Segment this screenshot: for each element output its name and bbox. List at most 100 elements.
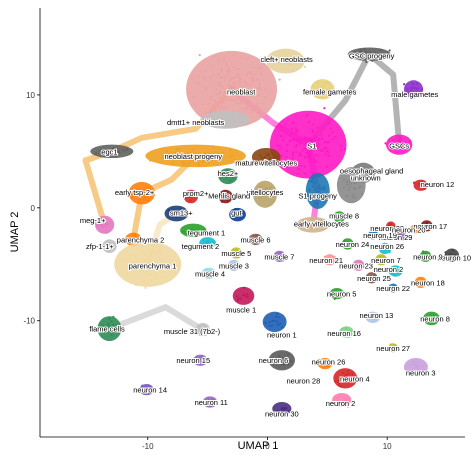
cell-point bbox=[239, 81, 242, 84]
cluster-neuron-24 bbox=[341, 238, 354, 250]
cell-point bbox=[298, 154, 301, 157]
cell-point bbox=[260, 72, 263, 75]
cell-point bbox=[366, 317, 369, 320]
cell-point bbox=[136, 270, 139, 273]
cell-point bbox=[200, 243, 203, 246]
cell-point bbox=[207, 161, 210, 164]
cell-point bbox=[327, 154, 330, 158]
axis-layer: -10 0 10 -10 0 10 bbox=[23, 8, 465, 451]
cell-point bbox=[268, 159, 271, 162]
label-prom2: prom2+ bbox=[183, 189, 209, 198]
cell-point bbox=[344, 172, 347, 175]
cell-point bbox=[240, 56, 243, 59]
cell-point bbox=[224, 106, 227, 109]
cell-point bbox=[423, 279, 426, 283]
cell-point bbox=[126, 250, 129, 253]
cell-point bbox=[309, 219, 312, 222]
cell-point bbox=[299, 140, 303, 143]
label-muscle-7: muscle 7 bbox=[264, 252, 294, 261]
cell-point bbox=[182, 162, 185, 165]
cell-point bbox=[299, 142, 302, 145]
cell-point bbox=[257, 94, 260, 97]
cell-point bbox=[283, 56, 286, 59]
cell-point bbox=[337, 402, 340, 405]
cell-point bbox=[146, 262, 149, 265]
cell-point bbox=[201, 333, 204, 336]
cell-point bbox=[129, 268, 132, 271]
cell-point bbox=[211, 241, 215, 244]
cell-point bbox=[193, 230, 196, 233]
label-muscle-4: muscle 4 bbox=[195, 269, 225, 278]
cell-point bbox=[98, 221, 101, 224]
cell-point bbox=[249, 112, 252, 115]
cell-point bbox=[317, 186, 320, 189]
cell-point bbox=[238, 78, 241, 81]
cell-point bbox=[202, 239, 205, 242]
cell-point bbox=[370, 316, 373, 319]
cluster-neuron-4 bbox=[333, 368, 358, 389]
cell-point bbox=[329, 127, 332, 130]
cell-point bbox=[95, 224, 99, 227]
cell-point bbox=[264, 322, 267, 325]
cell-point bbox=[147, 199, 150, 202]
label-neuron-22: neuron 22 bbox=[376, 284, 410, 293]
cell-point bbox=[148, 258, 151, 261]
cell-point bbox=[102, 327, 106, 330]
cell-point bbox=[238, 254, 241, 257]
cell-point bbox=[140, 270, 143, 273]
cluster-neuron-27 bbox=[388, 343, 398, 353]
cell-point bbox=[200, 355, 203, 358]
cell-point bbox=[232, 267, 235, 270]
cell-point bbox=[424, 252, 428, 255]
cluster-core bbox=[97, 316, 122, 342]
cell-point bbox=[312, 221, 315, 224]
cell-point bbox=[145, 388, 148, 392]
cell-point bbox=[271, 319, 274, 322]
cell-point bbox=[327, 151, 330, 154]
cell-point bbox=[232, 214, 235, 218]
cell-point bbox=[311, 91, 314, 94]
cell-point bbox=[184, 196, 187, 199]
cell-point bbox=[318, 219, 321, 222]
cell-point bbox=[149, 159, 152, 162]
label-neuron-17: neuron 17 bbox=[413, 222, 447, 231]
cell-point bbox=[125, 273, 128, 276]
cell-point bbox=[145, 259, 148, 262]
cell-point bbox=[333, 291, 336, 294]
cell-point bbox=[413, 362, 416, 365]
cell-point bbox=[146, 268, 149, 272]
cell-point bbox=[266, 154, 269, 157]
cell-point bbox=[277, 60, 280, 63]
cell-point bbox=[226, 116, 229, 119]
cell-point bbox=[94, 152, 98, 155]
cell-point bbox=[250, 77, 253, 80]
cell-point bbox=[352, 186, 355, 189]
cell-point bbox=[142, 259, 145, 262]
cell-point bbox=[252, 240, 255, 243]
cell-point bbox=[210, 155, 213, 158]
cell-point bbox=[239, 119, 242, 122]
cell-point bbox=[100, 223, 103, 226]
cell-point bbox=[331, 260, 334, 263]
cell-point bbox=[402, 235, 405, 238]
cell-point bbox=[104, 223, 108, 226]
cell-point bbox=[290, 127, 293, 130]
cell-point bbox=[352, 171, 355, 174]
cell-point bbox=[110, 320, 113, 323]
cell-point bbox=[219, 158, 222, 162]
cell-point bbox=[429, 314, 432, 317]
cell-point bbox=[398, 233, 401, 236]
cell-point bbox=[190, 192, 193, 195]
label-s1-progeny: S1 progeny bbox=[299, 191, 338, 200]
cell-point bbox=[219, 77, 222, 80]
cell-point bbox=[369, 276, 372, 279]
cell-point bbox=[337, 380, 340, 383]
cell-point bbox=[163, 258, 166, 261]
label-hes2: hes2+ bbox=[218, 169, 239, 178]
cluster-mature-vitellocytes bbox=[251, 147, 281, 167]
cell-point bbox=[308, 160, 311, 163]
cell-point bbox=[144, 286, 147, 289]
cell-point bbox=[394, 142, 397, 145]
cell-point bbox=[315, 147, 318, 150]
